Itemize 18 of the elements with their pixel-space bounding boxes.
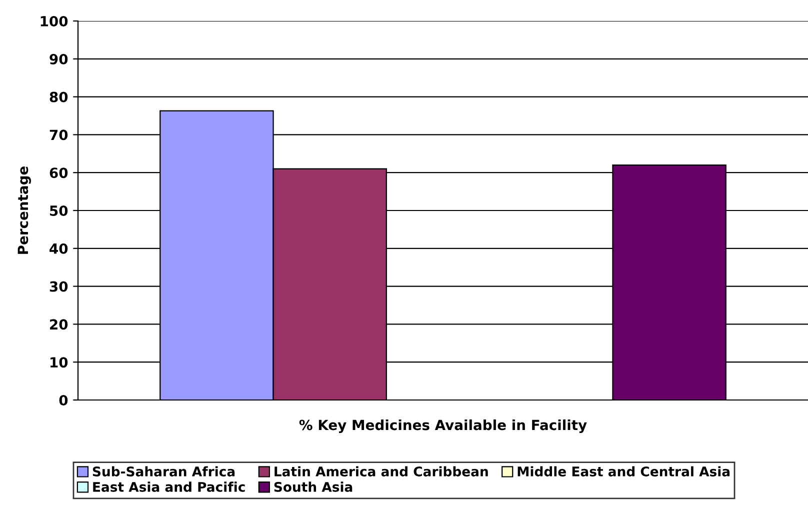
legend-label: Latin America and Caribbean xyxy=(274,466,488,476)
y-tick-label: 40 xyxy=(50,243,68,254)
y-tick-label: 10 xyxy=(50,357,68,368)
y-axis-title: Percentage xyxy=(18,166,31,254)
y-tick-label: 90 xyxy=(50,54,68,64)
legend-label: Sub-Saharan Africa xyxy=(92,466,235,476)
y-tick-label: 50 xyxy=(50,205,68,216)
y-tick-label: 20 xyxy=(50,319,68,330)
y-tick-label: 70 xyxy=(50,130,68,140)
x-tick-label: % Key Medicines Available in Facility xyxy=(299,419,587,433)
legend-label: Middle East and Central Asia xyxy=(518,466,730,476)
legend-label: East Asia and Pacific xyxy=(93,482,245,492)
y-tick-label: 60 xyxy=(50,168,68,178)
y-tick-label: 80 xyxy=(50,92,68,102)
legend-label: South Asia xyxy=(274,482,352,492)
y-tick-label: 100 xyxy=(40,16,68,26)
y-tick-label: 0 xyxy=(59,394,68,406)
y-tick-label: 30 xyxy=(50,281,68,292)
